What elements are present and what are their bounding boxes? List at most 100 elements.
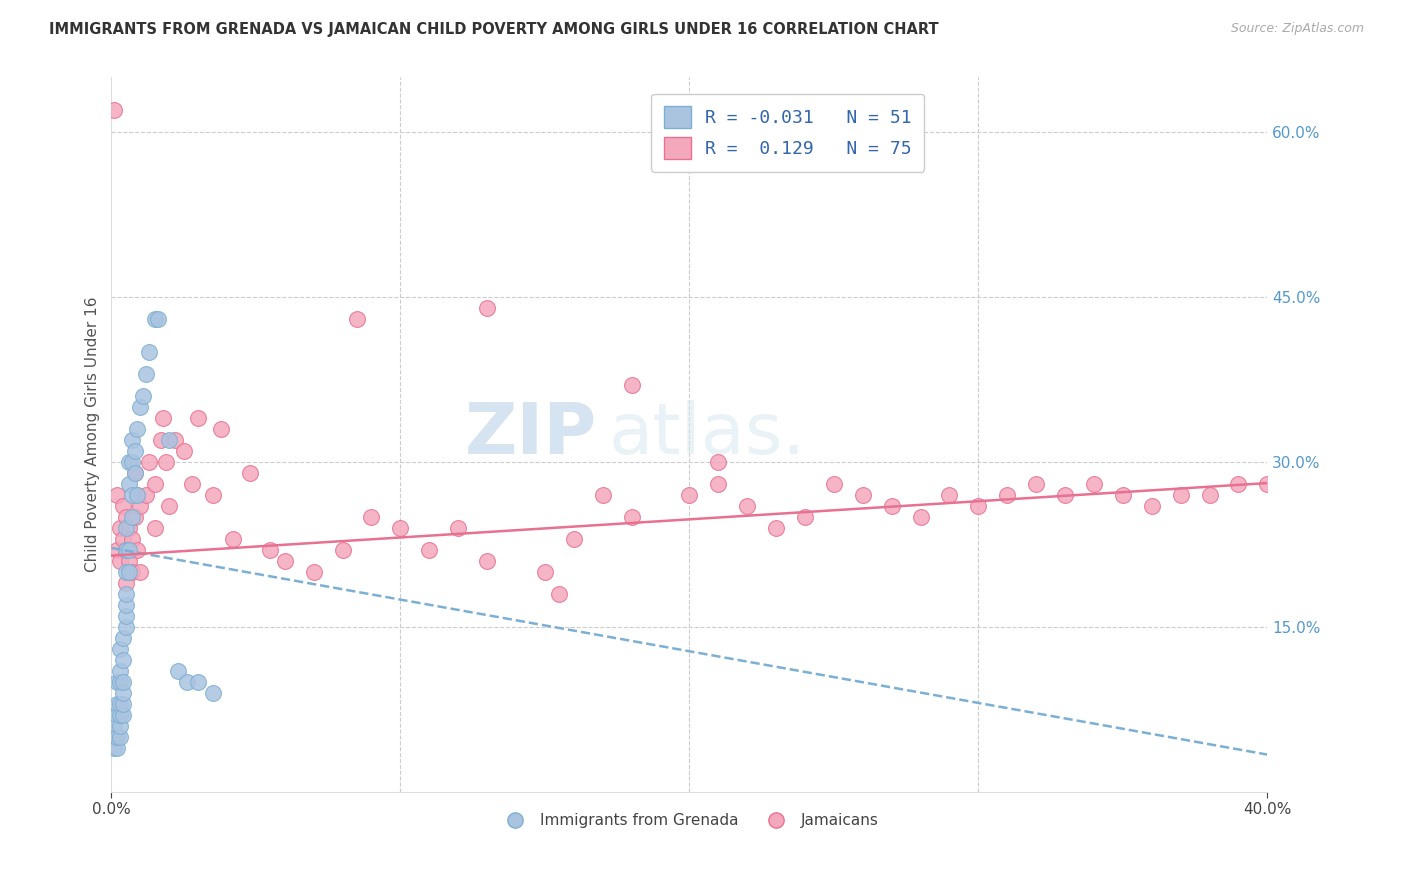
Text: ZIP: ZIP	[464, 401, 598, 469]
Point	[548, 587, 571, 601]
Point	[534, 565, 557, 579]
Point	[118, 477, 141, 491]
Point	[274, 554, 297, 568]
Point	[108, 708, 131, 723]
Point	[115, 598, 138, 612]
Point	[124, 444, 146, 458]
Point	[135, 368, 157, 382]
Point	[118, 554, 141, 568]
Point	[157, 433, 180, 447]
Point	[105, 488, 128, 502]
Point	[259, 543, 281, 558]
Point	[1140, 499, 1163, 513]
Point	[127, 488, 149, 502]
Point	[115, 576, 138, 591]
Point	[707, 477, 730, 491]
Point	[143, 521, 166, 535]
Point	[127, 488, 149, 502]
Point	[103, 719, 125, 733]
Point	[105, 730, 128, 744]
Point	[146, 312, 169, 326]
Point	[111, 675, 134, 690]
Point	[121, 565, 143, 579]
Point	[124, 466, 146, 480]
Point	[620, 378, 643, 392]
Point	[157, 499, 180, 513]
Point	[121, 532, 143, 546]
Point	[201, 686, 224, 700]
Point	[118, 565, 141, 579]
Point	[135, 488, 157, 502]
Point	[105, 675, 128, 690]
Legend: Immigrants from Grenada, Jamaicans: Immigrants from Grenada, Jamaicans	[494, 807, 884, 834]
Point	[1170, 488, 1192, 502]
Point	[209, 422, 232, 436]
Point	[115, 543, 138, 558]
Y-axis label: Child Poverty Among Girls Under 16: Child Poverty Among Girls Under 16	[86, 297, 100, 573]
Point	[1112, 488, 1135, 502]
Point	[129, 401, 152, 415]
Point	[1025, 477, 1047, 491]
Point	[967, 499, 990, 513]
Point	[108, 554, 131, 568]
Point	[389, 521, 412, 535]
Point	[794, 510, 817, 524]
Point	[187, 411, 209, 425]
Point	[115, 609, 138, 624]
Text: Source: ZipAtlas.com: Source: ZipAtlas.com	[1230, 22, 1364, 36]
Point	[823, 477, 845, 491]
Point	[176, 675, 198, 690]
Point	[562, 532, 585, 546]
Point	[1083, 477, 1105, 491]
Point	[1198, 488, 1220, 502]
Point	[115, 510, 138, 524]
Point	[108, 675, 131, 690]
Point	[181, 477, 204, 491]
Text: atlas.: atlas.	[609, 401, 806, 469]
Point	[111, 631, 134, 645]
Point	[129, 499, 152, 513]
Point	[115, 620, 138, 634]
Point	[1227, 477, 1250, 491]
Point	[475, 554, 498, 568]
Point	[105, 741, 128, 756]
Point	[143, 477, 166, 491]
Point	[765, 521, 787, 535]
Point	[103, 730, 125, 744]
Point	[360, 510, 382, 524]
Point	[302, 565, 325, 579]
Point	[103, 741, 125, 756]
Point	[111, 653, 134, 667]
Point	[167, 664, 190, 678]
Point	[127, 543, 149, 558]
Point	[127, 422, 149, 436]
Point	[592, 488, 614, 502]
Point	[620, 510, 643, 524]
Point	[880, 499, 903, 513]
Point	[108, 697, 131, 711]
Point	[124, 510, 146, 524]
Point	[149, 433, 172, 447]
Point	[129, 565, 152, 579]
Point	[475, 301, 498, 316]
Point	[239, 466, 262, 480]
Point	[118, 455, 141, 469]
Point	[938, 488, 960, 502]
Point	[121, 455, 143, 469]
Point	[222, 532, 245, 546]
Point	[735, 499, 758, 513]
Point	[163, 433, 186, 447]
Point	[111, 686, 134, 700]
Point	[111, 499, 134, 513]
Point	[115, 565, 138, 579]
Point	[201, 488, 224, 502]
Point	[108, 664, 131, 678]
Point	[332, 543, 354, 558]
Point	[105, 697, 128, 711]
Point	[121, 488, 143, 502]
Point	[108, 730, 131, 744]
Point	[678, 488, 700, 502]
Point	[103, 103, 125, 118]
Point	[115, 543, 138, 558]
Point	[995, 488, 1018, 502]
